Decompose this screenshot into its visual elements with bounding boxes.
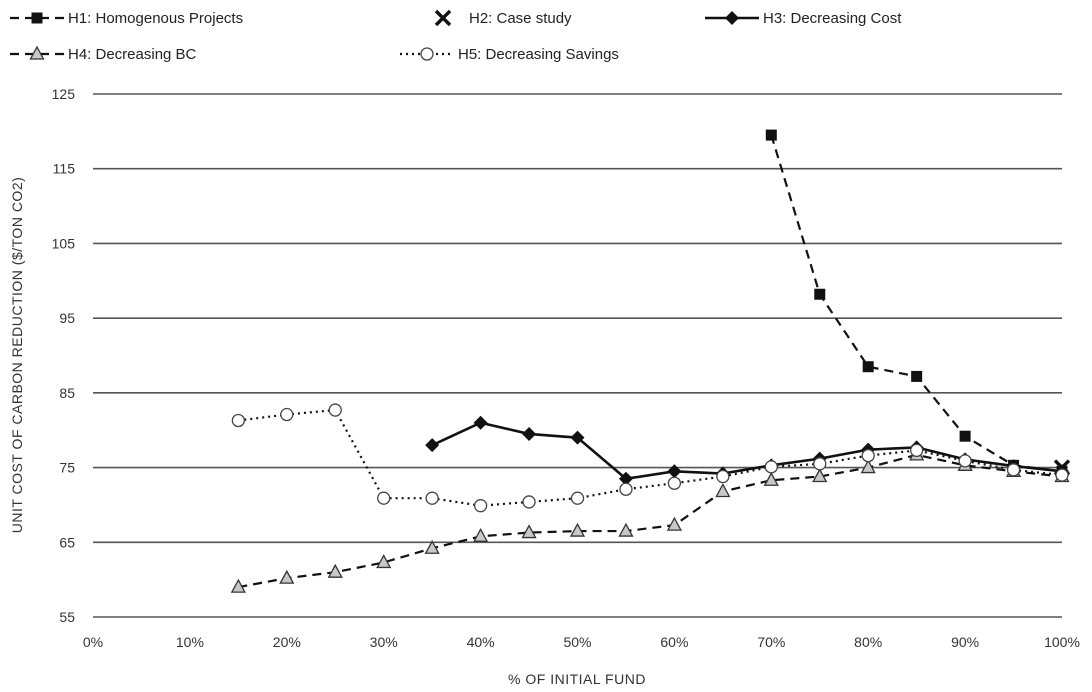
axis-ticks: 55 65 75 85 95 105 115 125 0% 10% 20% 30% 40% 50% 60% 7… [52, 86, 1080, 650]
series-4-point [860, 459, 876, 474]
series-1-line [770, 134, 1063, 473]
series-5-point [619, 482, 633, 496]
series-4-point [327, 563, 343, 578]
series-3-point [667, 464, 682, 479]
x-tick-label: 40% [467, 634, 495, 650]
y-tick-label: 105 [52, 235, 76, 251]
y-tick-label: 95 [59, 310, 75, 326]
x-tick-label: 60% [660, 634, 688, 650]
legend-item-5: H5: Decreasing Savings [400, 46, 619, 63]
y-tick-label: 115 [53, 161, 76, 177]
series-5-point [473, 499, 488, 513]
legend-marker [29, 45, 45, 60]
series-5-point [328, 403, 342, 417]
series-3-point [425, 438, 440, 453]
gridlines [93, 93, 1062, 618]
series-5-point [231, 413, 246, 428]
legend-marker [420, 47, 434, 61]
y-tick-label: 55 [59, 609, 75, 625]
series-4-point [376, 554, 392, 569]
series-5-point [861, 448, 875, 463]
series-5-point [764, 460, 778, 474]
series-4-point [569, 522, 586, 537]
legend-item-4: H4: Decreasing BC [10, 45, 197, 63]
series-4-line [238, 453, 1063, 589]
series-3-point [618, 471, 633, 486]
x-tick-label: 20% [273, 634, 301, 650]
x-tick-label: 100% [1044, 634, 1080, 650]
series-5-point [1055, 468, 1069, 482]
legend-label: H3: Decreasing Cost [763, 10, 902, 27]
series-1-point [959, 430, 971, 442]
series-1-point [814, 288, 826, 300]
x-marker-stroke [434, 9, 452, 27]
series-1-point [911, 370, 923, 382]
series-4-point [812, 468, 828, 483]
series-3-point [522, 426, 537, 441]
series-5-point [522, 495, 536, 509]
series-5-line [238, 408, 1063, 507]
series-5-point [377, 491, 391, 505]
legend-label: H4: Decreasing BC [68, 46, 197, 63]
legend-item-1: H1: Homogenous Projects [10, 10, 243, 27]
legend-marker [725, 11, 739, 25]
series-5-point [280, 407, 294, 422]
y-tick-label: 125 [52, 86, 76, 102]
series-5-point [910, 443, 924, 458]
x-tick-label: 0% [83, 634, 103, 650]
series-3-point [570, 430, 585, 445]
y-tick-label: 65 [59, 534, 75, 550]
series-5-point [667, 476, 682, 490]
series-1-point [765, 129, 777, 141]
series-5 [231, 403, 1069, 513]
series-5-point [813, 457, 827, 471]
y-tick-label: 75 [59, 460, 75, 476]
legend-marker [31, 12, 43, 24]
series-3 [425, 415, 1069, 486]
series-5-point [716, 469, 730, 484]
series-4-point [473, 527, 489, 542]
legend-label: H2: Case study [469, 10, 572, 27]
series-4 [230, 446, 1070, 593]
series-5-point [1006, 463, 1021, 477]
legend-label: H5: Decreasing Savings [458, 46, 619, 63]
x-tick-label: 70% [757, 634, 785, 650]
series-4-point [521, 524, 537, 539]
series-3-point [473, 415, 488, 430]
legend-marker [434, 9, 452, 27]
series-5-point [425, 491, 439, 505]
legend: H1: Homogenous Projects H2: Case study H3:… [10, 9, 902, 63]
series-1 [765, 129, 1068, 477]
legend-item-3: H3: Decreasing Cost [705, 10, 902, 27]
legend-label: H1: Homogenous Projects [68, 10, 243, 27]
series-4-point [279, 569, 295, 584]
y-tick-label: 85 [59, 385, 75, 401]
series-5-point [570, 491, 585, 505]
series-3-line [431, 421, 1063, 481]
plot-area [230, 129, 1071, 593]
x-tick-label: 10% [176, 634, 204, 650]
x-tick-label: 80% [854, 634, 882, 650]
x-tick-label: 30% [370, 634, 398, 650]
x-tick-label: 90% [951, 634, 979, 650]
series-4-point [666, 516, 682, 531]
series-4-point [618, 522, 634, 537]
x-axis-title: % OF INITIAL FUND [508, 671, 646, 687]
legend-item-2: H2: Case study [434, 9, 572, 27]
series-4-point [763, 471, 779, 486]
x-tick-label: 50% [563, 634, 591, 650]
series-4-point [230, 578, 246, 593]
series-1-point [862, 361, 874, 373]
series-4-point [715, 483, 731, 498]
y-axis-title: UNIT COST OF CARBON REDUCTION ($/TON CO2… [9, 177, 25, 534]
series-5-point [958, 454, 972, 468]
series-4-point [424, 539, 440, 554]
